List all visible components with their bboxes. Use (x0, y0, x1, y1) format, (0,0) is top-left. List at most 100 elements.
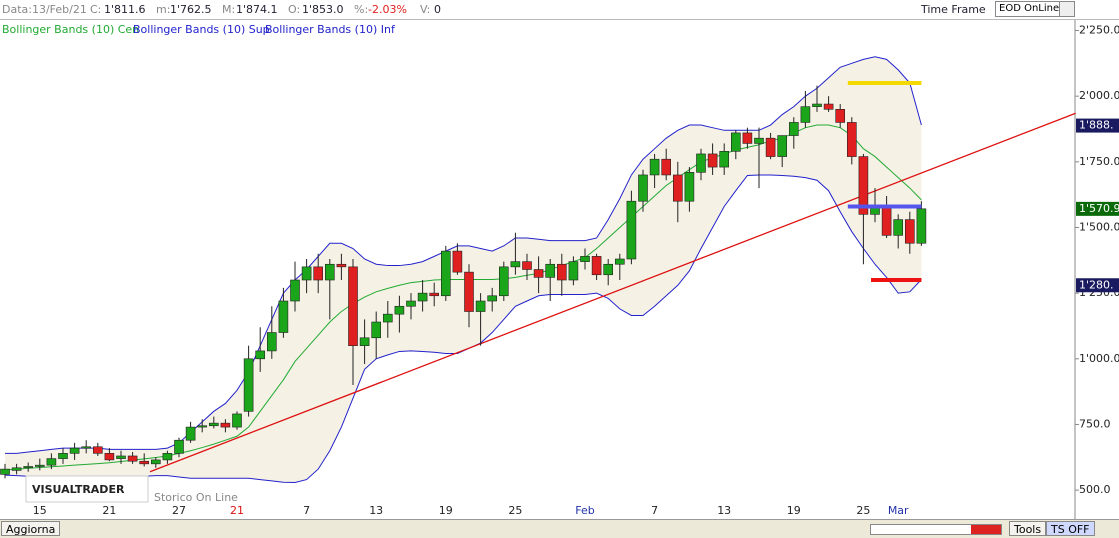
candle-body (522, 261, 532, 270)
trendline (149, 112, 1076, 473)
dropdown-button[interactable] (1059, 1, 1075, 17)
candle-body (533, 269, 544, 278)
x-tick-label: Feb (575, 504, 594, 517)
candle-body (417, 292, 428, 302)
candle-body (510, 261, 521, 268)
candle-body (626, 200, 637, 260)
candle-body (475, 300, 486, 312)
candle-body (220, 422, 231, 428)
candle-body (278, 300, 289, 333)
x-tick-label: 15 (33, 504, 47, 517)
candle-body (614, 258, 625, 265)
candle-body (661, 158, 672, 176)
candle-body (788, 122, 799, 136)
candle-body (823, 103, 834, 110)
candle-body (371, 321, 382, 339)
candle-body (406, 300, 416, 307)
y-tick-label: 1'000.0 (1079, 352, 1119, 365)
candle-body (730, 132, 741, 152)
candle-body (313, 266, 324, 281)
candle-body (765, 137, 776, 157)
price-tag (1076, 278, 1119, 293)
logo-sub: Storico On Line (154, 491, 238, 504)
x-tick-label: 27 (172, 504, 186, 517)
candle-body (800, 106, 811, 123)
candle-body (649, 158, 660, 176)
candle-body (34, 464, 45, 467)
y-tick-label: 750.0 (1079, 417, 1111, 430)
candle-body (638, 174, 648, 202)
price-tag-label: 1'280. (1079, 278, 1114, 291)
candle-body (498, 266, 509, 297)
candle-body (835, 108, 846, 123)
candle-body (348, 266, 358, 346)
y-tick-label: 2'250.0 (1079, 24, 1119, 37)
y-tick-label: 2'000.0 (1079, 89, 1119, 102)
price-tag (1076, 118, 1119, 133)
candle-body (846, 122, 857, 157)
candle-body (209, 422, 219, 427)
tools-button[interactable]: Tools (1009, 521, 1047, 536)
candle-body (116, 455, 126, 459)
field-label: O: (288, 3, 301, 16)
candle-body (93, 446, 103, 454)
candle-body (139, 460, 149, 465)
legend-entry: Bollinger Bands (10) Sup (133, 23, 270, 36)
candle-body (568, 261, 579, 281)
candle-body (58, 453, 68, 459)
y-tick-label: 500.0 (1079, 483, 1111, 496)
candle-body (336, 263, 347, 268)
candle-body (487, 295, 498, 302)
candle-body (904, 219, 915, 244)
candle-body (266, 332, 277, 352)
refresh-button[interactable]: Aggiorna (1, 521, 61, 536)
candle-body (46, 458, 57, 466)
candle-body (197, 425, 207, 428)
field-label: C: (90, 3, 102, 16)
candle-body (174, 439, 184, 454)
ts-button[interactable]: TS OFF (1046, 521, 1095, 536)
candle-body (580, 256, 590, 262)
price-tag-label: 1'888. (1079, 119, 1114, 132)
candle-body (684, 172, 695, 202)
scrollbar[interactable] (870, 524, 1002, 535)
legend-entry: Bollinger Bands (10) Cen (2, 23, 139, 36)
candle-body (104, 453, 115, 461)
price-tag-label: 1'570.9 (1079, 202, 1119, 215)
y-tick-label: 1'500.0 (1079, 220, 1119, 233)
candle-body (452, 250, 463, 273)
candle-body (707, 153, 718, 168)
candle-body (69, 447, 80, 454)
field-label: M: (222, 3, 236, 16)
candle-body (359, 337, 370, 346)
candle-body (591, 256, 602, 276)
candle-body (394, 305, 405, 315)
candle-body (81, 446, 91, 449)
candle-body (324, 263, 335, 281)
candle-body (290, 279, 300, 302)
x-tick-label: 13 (369, 504, 383, 517)
time-frame-label: Time Frame (921, 3, 986, 16)
logo-box (25, 475, 149, 503)
field-label: m: (156, 3, 171, 16)
candle-body (858, 156, 869, 215)
x-tick-label: 21 (102, 504, 116, 517)
candle-body (382, 313, 393, 323)
x-tick-label: 25 (508, 504, 522, 517)
band-fill (5, 56, 922, 483)
x-tick-label: 21 (230, 504, 244, 517)
y-tick-label: 1'750.0 (1079, 155, 1119, 168)
x-tick-label: Mar (888, 504, 909, 517)
candle-body (429, 292, 440, 297)
candle-body (301, 266, 312, 281)
candle-body (719, 151, 730, 168)
candle-body (440, 250, 451, 297)
band-line (5, 56, 922, 454)
x-tick-label: 7 (651, 504, 658, 517)
candle-body (893, 219, 904, 236)
chart: 500.0750.01'000.01'250.01'500.01'750.02'… (0, 20, 1119, 519)
candle-body (672, 174, 683, 202)
candle-body (127, 455, 138, 462)
candle-body (23, 466, 34, 469)
